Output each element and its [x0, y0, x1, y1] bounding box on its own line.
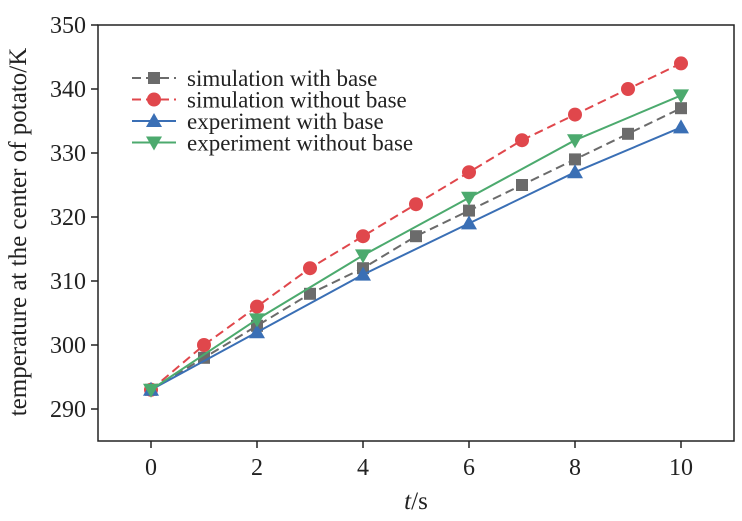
legend-marker — [147, 92, 161, 107]
x-tick-label: 6 — [463, 455, 475, 481]
legend-label: experiment without base — [187, 131, 413, 156]
series-2-point — [462, 165, 476, 180]
legend-marker — [146, 113, 162, 127]
series-4-point — [461, 191, 477, 206]
series-1 — [145, 102, 687, 396]
series-2 — [144, 56, 688, 397]
series-4 — [143, 89, 689, 398]
series-1-point — [622, 127, 634, 140]
x-tick-label: 10 — [669, 455, 693, 481]
series-2-point — [250, 299, 264, 314]
series-1-point — [304, 287, 316, 300]
y-tick-label: 300 — [50, 333, 86, 359]
series-4-point — [249, 313, 265, 328]
series-2-point — [356, 229, 370, 244]
y-tick-label: 340 — [50, 77, 86, 103]
series-3-point — [567, 164, 583, 179]
legend-label: simulation without base — [187, 88, 407, 113]
series-4-point — [355, 249, 371, 264]
x-axis-label-variable: t — [404, 488, 412, 515]
series-1-point — [569, 153, 581, 166]
legend-entry-4: experiment without base — [132, 131, 413, 156]
x-tick-label: 8 — [569, 455, 581, 481]
y-tick-label: 290 — [50, 397, 86, 423]
series-4-point — [567, 134, 583, 149]
series-1-point — [516, 179, 528, 191]
series-1-point — [198, 351, 210, 364]
legend-marker — [146, 136, 162, 151]
legend-entry-3: experiment with base — [132, 109, 384, 134]
x-tick-label: 4 — [357, 455, 369, 481]
plot-frame — [97, 24, 735, 442]
series-2-point — [674, 56, 688, 71]
y-tick-label: 320 — [50, 205, 86, 231]
legend-entry-2: simulation without base — [132, 88, 407, 113]
x-axis-label-unit: /s — [411, 488, 428, 515]
series-4-point — [673, 89, 689, 104]
legend-label: experiment with base — [187, 109, 384, 134]
legend-label: simulation with base — [187, 66, 377, 91]
series-2-point — [409, 197, 423, 212]
series-2-point — [303, 261, 317, 276]
series-1-point — [463, 204, 475, 217]
series-1-point — [675, 102, 687, 115]
y-tick-label: 330 — [50, 141, 86, 167]
series-2-point — [568, 107, 582, 122]
plot-marks — [143, 56, 689, 398]
series-3 — [143, 119, 689, 396]
series-2-point — [197, 338, 211, 352]
x-axis-label: t/s — [404, 488, 428, 515]
series-3-line — [150, 126, 682, 391]
series-1-point — [410, 230, 422, 243]
y-tick-label: 350 — [50, 13, 86, 39]
x-tick-label: 0 — [145, 455, 157, 481]
series-3-point — [461, 215, 477, 230]
series-3-point — [249, 324, 265, 339]
series-1-line — [150, 107, 682, 391]
series-3-point — [355, 266, 371, 281]
legend-entry-1: simulation with base — [132, 66, 377, 91]
axes: 0 2 4 6 8 10 290 300 310 320 330 340 350 — [50, 13, 735, 481]
series-4-line — [150, 94, 682, 391]
series-4-point — [143, 383, 159, 398]
series-2-point — [621, 82, 635, 96]
legend-marker — [148, 72, 160, 84]
series-2-point — [515, 133, 529, 148]
y-tick-label: 310 — [50, 269, 86, 295]
y-axis-label: temperature at the center of potato/K — [5, 48, 32, 417]
x-tick-label: 2 — [251, 455, 263, 481]
series-3-point — [673, 119, 689, 134]
